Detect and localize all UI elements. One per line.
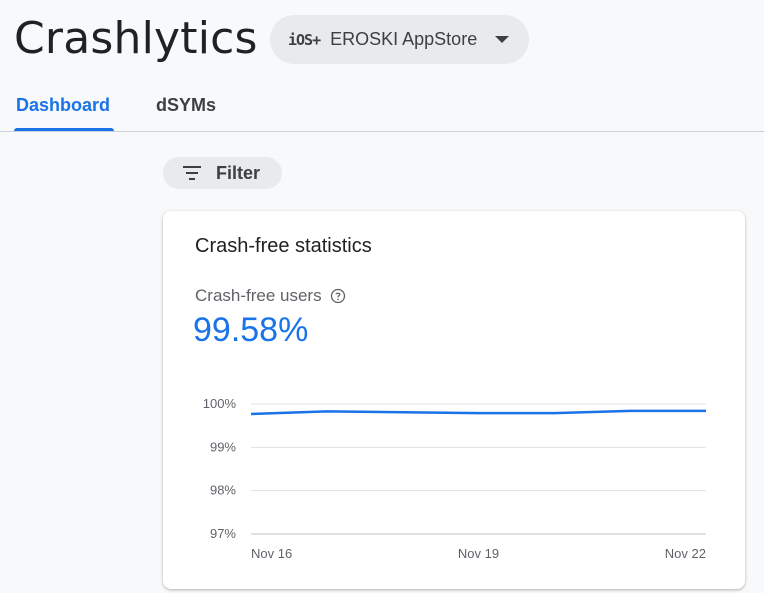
metric-label-text: Crash-free users <box>195 286 322 305</box>
tab-dashboard-label: Dashboard <box>16 95 111 115</box>
dropdown-arrow-icon <box>495 36 510 43</box>
y-tick-label: 99% <box>210 439 236 454</box>
crash-free-users-chart: 100% 99% 98% 97% Nov 16 Nov 19 Nov 22 <box>203 396 706 561</box>
metric-value: 99.58% <box>193 311 309 349</box>
y-tick-label: 100% <box>203 396 237 411</box>
tab-dsyms[interactable]: dSYMs <box>154 88 218 131</box>
tab-bar: Dashboard dSYMs <box>0 88 764 132</box>
tab-dsyms-label: dSYMs <box>156 95 217 115</box>
filter-icon <box>183 166 201 180</box>
filter-button[interactable]: Filter <box>163 157 282 189</box>
y-tick-label: 98% <box>210 483 236 498</box>
ios-platform-icon: iOS+ <box>288 30 321 49</box>
metric-label: Crash-free users <box>195 286 346 306</box>
app-selector[interactable]: iOS+ EROSKI AppStore <box>270 15 529 64</box>
card-title: Crash-free statistics <box>195 235 372 257</box>
tab-dashboard[interactable]: Dashboard <box>14 88 115 132</box>
x-tick-label: Nov 22 <box>665 546 706 561</box>
series-line <box>250 409 706 416</box>
tab-divider <box>0 131 764 132</box>
help-icon[interactable] <box>330 288 346 304</box>
y-tick-label: 97% <box>210 526 236 541</box>
app-name: EROSKI AppStore <box>330 29 478 49</box>
crash-free-statistics-card: Crash-free statistics Crash-free users 9… <box>163 211 745 589</box>
x-tick-label: Nov 19 <box>458 546 499 561</box>
filter-label: Filter <box>216 162 261 183</box>
page-title: Crashlytics <box>14 13 258 64</box>
x-tick-label: Nov 16 <box>251 546 292 561</box>
active-tab-indicator <box>14 128 115 132</box>
